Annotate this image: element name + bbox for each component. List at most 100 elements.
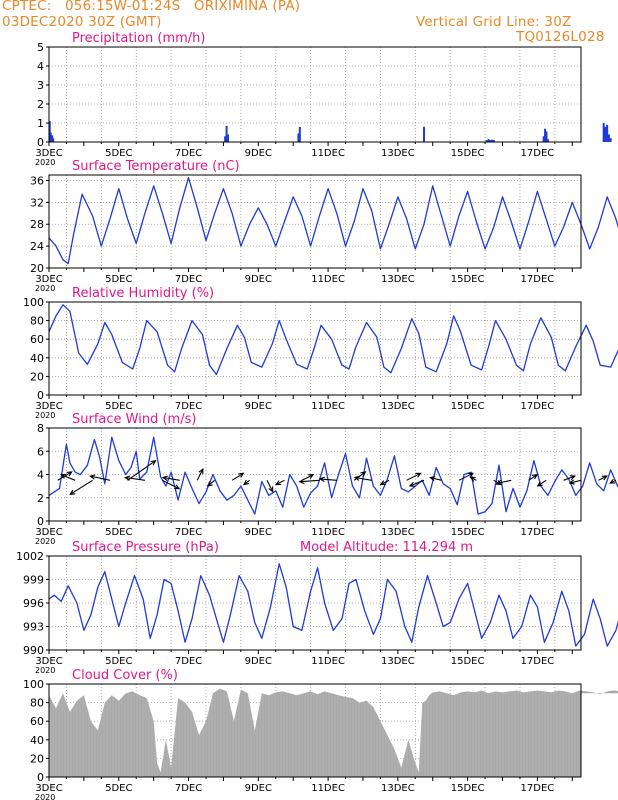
temp-xtick-label: 3DEC	[35, 274, 62, 285]
precip-xtick-label: 11DEC	[311, 148, 345, 159]
cloud-xtick-label: 5DEC	[105, 783, 132, 794]
wind-arrow	[406, 472, 421, 481]
pressure-xtick-label: 3DEC	[35, 656, 62, 667]
cloud-ytick-label: 60	[30, 715, 44, 728]
precip-bar	[487, 139, 490, 142]
wind-year-label: 2020	[35, 537, 55, 546]
wind-ytick-label: 4	[37, 469, 44, 482]
pressure-annotation: Model Altitude: 114.294 m	[300, 540, 473, 555]
wind-ytick-label: 2	[37, 492, 44, 505]
wind-arrow-head	[429, 475, 436, 482]
cloud-xtick-label: 15DEC	[451, 783, 485, 794]
precip-bar	[544, 128, 547, 142]
rh-xtick-label: 13DEC	[381, 401, 415, 412]
wind-xtick-label: 13DEC	[381, 527, 415, 538]
wind-arrow	[207, 479, 216, 487]
cloud-area	[49, 688, 618, 777]
cloud-ytick-label: 100	[23, 678, 44, 691]
precip-ytick-label: 0	[37, 136, 44, 149]
wind-arrows	[57, 459, 617, 495]
header-datetime: 03DEC2020 30Z (GMT)	[2, 14, 162, 30]
wind-xtick-label: 9DEC	[245, 527, 272, 538]
wind-line	[48, 436, 618, 515]
wind-xtick-label: 5DEC	[105, 527, 132, 538]
temp-ytick-label: 20	[30, 262, 44, 275]
wind-arrow-head	[609, 478, 616, 484]
precip-xtick-label: 17DEC	[521, 148, 555, 159]
pressure-frame	[48, 555, 582, 651]
precip-bar	[52, 138, 55, 142]
cloud-ytick-label: 80	[30, 697, 44, 710]
wind-arrow-head	[161, 475, 168, 481]
rh-title: Relative Humidity (%)	[72, 286, 214, 301]
temp-ytick-label: 28	[30, 218, 44, 231]
precip-bar	[546, 139, 549, 142]
cloud-xtick-label: 7DEC	[175, 783, 202, 794]
rh-xtick-label: 3DEC	[35, 401, 62, 412]
wind-arrow	[162, 476, 180, 481]
wind-arrow	[266, 480, 274, 492]
precip-ytick-label: 4	[37, 60, 44, 73]
rh-xtick-label: 11DEC	[311, 401, 345, 412]
wind-arrow-head	[69, 489, 76, 495]
rh-ytick-label: 80	[30, 315, 44, 328]
rh-ytick-label: 100	[23, 296, 44, 309]
wind-arrow-head	[353, 475, 360, 481]
temp-xtick-label: 11DEC	[311, 274, 345, 285]
temp-year-label: 2020	[35, 284, 55, 293]
cloud-year-label: 2020	[35, 793, 55, 800]
pressure-year-label: 2020	[35, 666, 55, 675]
precip-xtick-label: 3DEC	[35, 148, 62, 159]
header-grid-line: Vertical Grid Line: 30Z	[416, 14, 572, 30]
precip-bar	[489, 140, 492, 142]
wind-arrow	[69, 479, 93, 495]
wind-arrow	[528, 474, 538, 481]
precip-bar	[226, 134, 229, 142]
wind-arrow	[569, 479, 582, 484]
temp-frame	[48, 174, 582, 269]
precip-ytick-label: 2	[37, 98, 44, 111]
precip-frame	[48, 46, 582, 143]
precip-bar	[48, 121, 51, 142]
rh-xtick-label: 7DEC	[175, 401, 202, 412]
precip-bar	[492, 140, 495, 142]
wind-arrow-head	[198, 467, 204, 475]
wind-arrow-head	[379, 480, 386, 486]
wind-arrow-head	[238, 472, 245, 478]
rh-ytick-label: 20	[30, 370, 44, 383]
rh-year-label: 2020	[35, 411, 55, 420]
pressure-ytick-label: 990	[23, 644, 44, 657]
precip-xtick-label: 9DEC	[245, 148, 272, 159]
cloud-xtick-label: 13DEC	[381, 783, 415, 794]
wind-xtick-label: 11DEC	[311, 527, 345, 538]
wind-arrow-head	[206, 481, 213, 487]
wind-arrow	[380, 479, 390, 486]
wind-arrow	[60, 474, 76, 481]
precip-bar	[423, 126, 426, 142]
rh-xtick-label: 15DEC	[451, 401, 485, 412]
rh-panel	[46, 301, 618, 399]
pressure-title: Surface Pressure (hPa)	[72, 540, 219, 555]
pressure-ytick-label: 996	[23, 597, 44, 610]
pressure-xtick-label: 13DEC	[381, 656, 415, 667]
wind-arrow	[125, 476, 146, 481]
wind-arrow	[537, 479, 547, 487]
temp-line	[48, 177, 618, 265]
wind-xtick-label: 17DEC	[521, 527, 555, 538]
cloud-panel	[46, 683, 618, 781]
wind-arrow-head	[174, 484, 181, 490]
temp-xtick-label: 15DEC	[451, 274, 485, 285]
rh-xtick-label: 5DEC	[105, 401, 132, 412]
rh-ytick-label: 40	[30, 352, 44, 365]
wind-arrow-head	[308, 474, 315, 480]
wind-ytick-label: 6	[37, 445, 44, 458]
wind-arrow-head	[242, 479, 249, 486]
wind-arrow	[563, 475, 575, 481]
wind-arrow	[598, 475, 608, 481]
pressure-ytick-label: 993	[23, 621, 44, 634]
precip-bar	[604, 126, 607, 142]
cloud-frame	[48, 683, 582, 778]
wind-arrow	[458, 472, 474, 481]
wind-arrow-head	[569, 475, 577, 481]
